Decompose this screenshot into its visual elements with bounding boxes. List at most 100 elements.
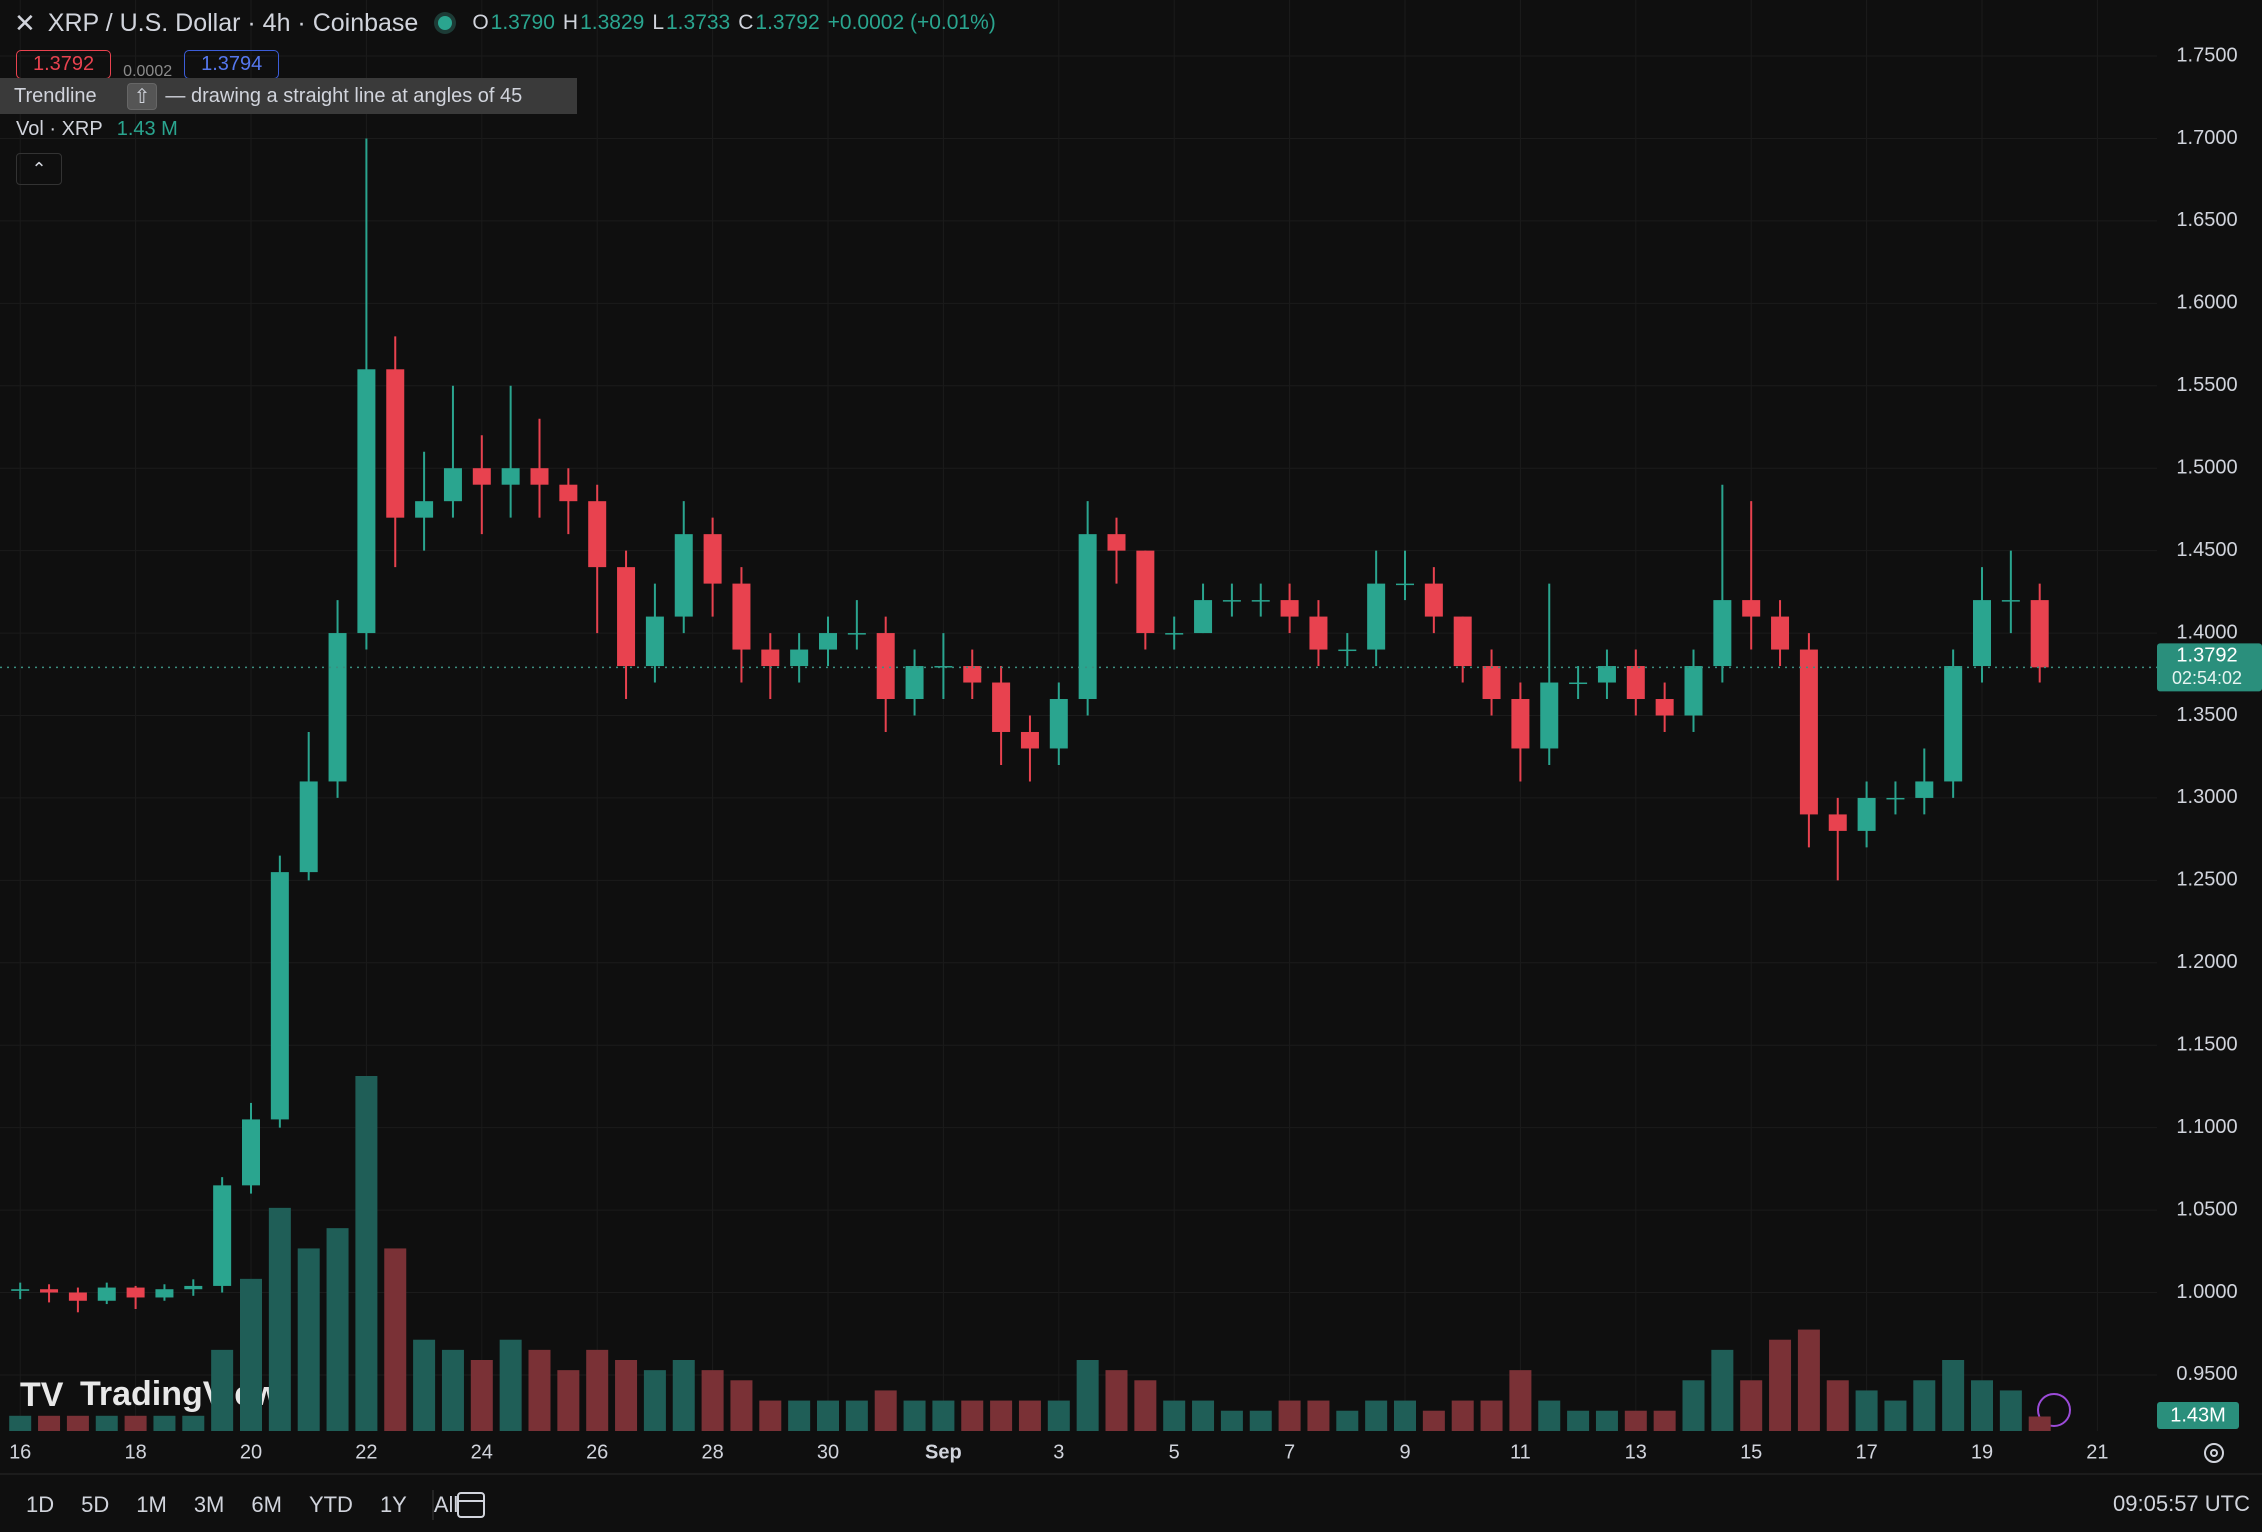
volume-bar — [326, 1228, 349, 1431]
volume-bar — [1163, 1400, 1186, 1431]
sell-button[interactable]: 1.3792 — [16, 49, 112, 79]
volume-bar — [961, 1400, 984, 1431]
range-button[interactable]: All — [433, 1492, 459, 1517]
y-tick-label: 1.7000 — [2176, 127, 2237, 149]
candle-body — [1742, 600, 1761, 617]
close-icon[interactable]: ✕ — [14, 7, 36, 38]
price-tag-countdown: 02:54:02 — [2172, 668, 2242, 688]
volume-bar — [990, 1400, 1013, 1431]
range-button[interactable]: 3M — [193, 1492, 225, 1517]
candle-body — [1799, 649, 1818, 815]
volume-bar — [9, 1415, 32, 1431]
volume-bar — [499, 1339, 522, 1431]
volume-title: Vol · XRP — [16, 117, 103, 140]
candle-body — [905, 666, 924, 700]
volume-bar — [268, 1207, 291, 1431]
candle-body — [559, 484, 578, 502]
y-tick-label: 1.2000 — [2176, 951, 2237, 973]
range-button[interactable]: 1Y — [379, 1492, 407, 1517]
candle-body — [1165, 633, 1184, 635]
volume-bar — [1769, 1339, 1792, 1431]
collapse-button[interactable]: ⌃ — [16, 153, 62, 185]
x-tick-label: 15 — [1740, 1441, 1762, 1463]
candle-body — [761, 649, 780, 667]
range-button[interactable]: 1M — [136, 1492, 167, 1517]
ohlc-value: 1.3733 — [666, 11, 731, 34]
candle-body — [790, 649, 809, 667]
candle-body — [1049, 699, 1068, 749]
candle-body — [1367, 583, 1386, 650]
candle-body — [40, 1289, 59, 1293]
volume-bar — [66, 1415, 89, 1431]
x-tick-label: 24 — [471, 1441, 493, 1463]
range-bar: 1D 5D 1M 3M 6M YTD 1Y All — [26, 1490, 458, 1520]
candle-body — [1626, 666, 1645, 700]
volume-bar — [1509, 1370, 1532, 1431]
candle-body — [1194, 600, 1213, 634]
range-button[interactable]: YTD — [308, 1492, 353, 1517]
volume-bar — [1394, 1400, 1416, 1431]
calendar-icon[interactable] — [457, 1492, 485, 1518]
candle-body — [357, 369, 376, 634]
volume-bar — [528, 1349, 551, 1431]
buy-button[interactable]: 1.3794 — [184, 49, 280, 79]
range-button[interactable]: 5D — [81, 1492, 110, 1517]
alert-icon[interactable] — [2037, 1393, 2071, 1427]
candle-body — [645, 616, 664, 667]
candle-body — [1396, 583, 1414, 586]
volume-bar — [441, 1349, 464, 1431]
volume-bar — [384, 1248, 407, 1431]
y-tick-label: 1.2500 — [2176, 869, 2237, 891]
y-tick-label: 1.3000 — [2176, 786, 2237, 808]
range-button[interactable]: 1D — [26, 1492, 55, 1517]
candle-body — [11, 1289, 30, 1291]
candle-body — [674, 534, 693, 617]
volume-bar — [701, 1370, 724, 1431]
y-tick-label: 1.0500 — [2176, 1198, 2237, 1220]
range-button[interactable]: 6M — [251, 1492, 282, 1517]
trade-buttons: 1.3792 0.0002 1.3794 — [16, 48, 280, 80]
clock: 09:05:57 UTC — [2113, 1491, 2250, 1516]
volume-bar — [470, 1360, 493, 1431]
x-tick-label: 21 — [2086, 1441, 2108, 1463]
volume-bar — [1682, 1380, 1705, 1431]
candle-body — [472, 468, 491, 485]
x-tick-label: 22 — [355, 1441, 377, 1463]
volume-legend: Vol · XRP 1.43 M — [16, 114, 178, 144]
grid — [0, 0, 2157, 1431]
y-tick-label: 1.4500 — [2176, 539, 2237, 561]
volume-pane — [9, 1076, 2051, 1431]
candle-body — [386, 369, 405, 518]
candle-body — [155, 1289, 174, 1298]
volume-bar — [1624, 1410, 1647, 1431]
x-tick-label: 13 — [1625, 1441, 1647, 1463]
volume-value: 1.43 M — [116, 117, 178, 140]
x-tick-label: 30 — [817, 1441, 839, 1463]
volume-bar — [932, 1400, 955, 1431]
settings-icon[interactable] — [2204, 1443, 2224, 1463]
x-tick-label: 16 — [9, 1441, 31, 1463]
candle-body — [963, 666, 982, 683]
candle-body — [2001, 600, 2020, 602]
candle-body — [1857, 797, 1876, 831]
x-tick-label: 20 — [240, 1441, 262, 1463]
candle-body — [501, 468, 520, 485]
candle-body — [1511, 699, 1530, 749]
candle-body — [1280, 600, 1299, 617]
tooltip-text: — drawing a straight line at angles of 4… — [165, 84, 523, 107]
y-tick-label: 1.1000 — [2176, 1116, 2237, 1138]
candle-body — [1944, 666, 1963, 782]
volume-bar — [1278, 1400, 1301, 1431]
candle-body — [1338, 649, 1357, 652]
price-tag — [2157, 643, 2262, 692]
ohlc-label: L — [652, 11, 664, 34]
volume-bar — [1855, 1390, 1878, 1431]
candles — [11, 138, 2049, 1313]
candle-body — [1540, 682, 1559, 749]
candle-body — [213, 1185, 232, 1286]
volume-bar — [615, 1360, 638, 1431]
ohlc-label: H — [562, 11, 579, 34]
volume-bar — [1365, 1400, 1388, 1431]
candle-body — [1684, 666, 1703, 716]
volume-bar — [1451, 1400, 1474, 1431]
